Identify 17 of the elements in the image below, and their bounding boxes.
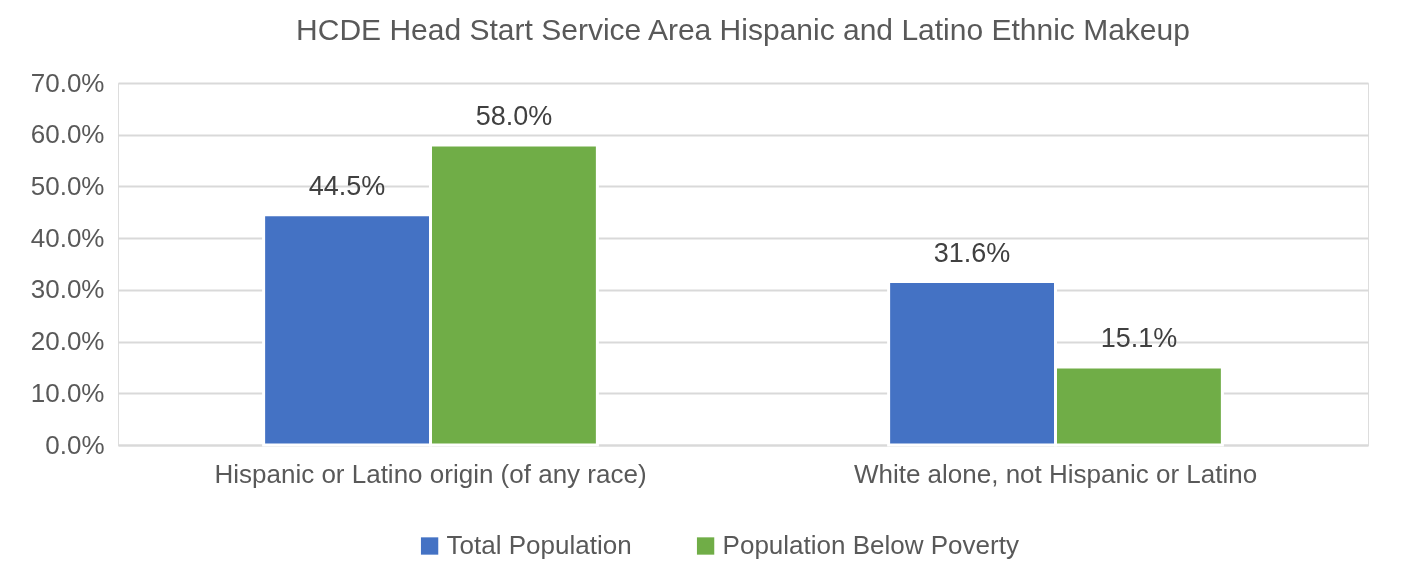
legend-label: Total Population: [446, 530, 632, 560]
y-tick-label: 70.0%: [30, 67, 105, 98]
data-label: 31.6%: [933, 237, 1011, 268]
x-tick-label: Hispanic or Latino origin (of any race): [214, 458, 647, 489]
x-tick-label: White alone, not Hispanic or Latino: [853, 458, 1258, 489]
y-tick-label: 40.0%: [30, 222, 105, 253]
y-tick-label: 30.0%: [30, 274, 105, 305]
y-tick-label: 20.0%: [30, 326, 105, 357]
data-label: 44.5%: [308, 170, 386, 201]
y-tick-label: 10.0%: [30, 377, 105, 408]
legend-label: Population Below Poverty: [722, 530, 1019, 560]
chart-title: HCDE Head Start Service Area Hispanic and Latino Ethnic Makeup: [296, 13, 1190, 46]
y-tick-label: 0.0%: [45, 429, 105, 460]
y-tick-label: 60.0%: [30, 119, 105, 150]
data-label: 58.0%: [475, 101, 553, 132]
y-tick-label: 50.0%: [30, 170, 105, 201]
data-label: 15.1%: [1100, 322, 1178, 353]
